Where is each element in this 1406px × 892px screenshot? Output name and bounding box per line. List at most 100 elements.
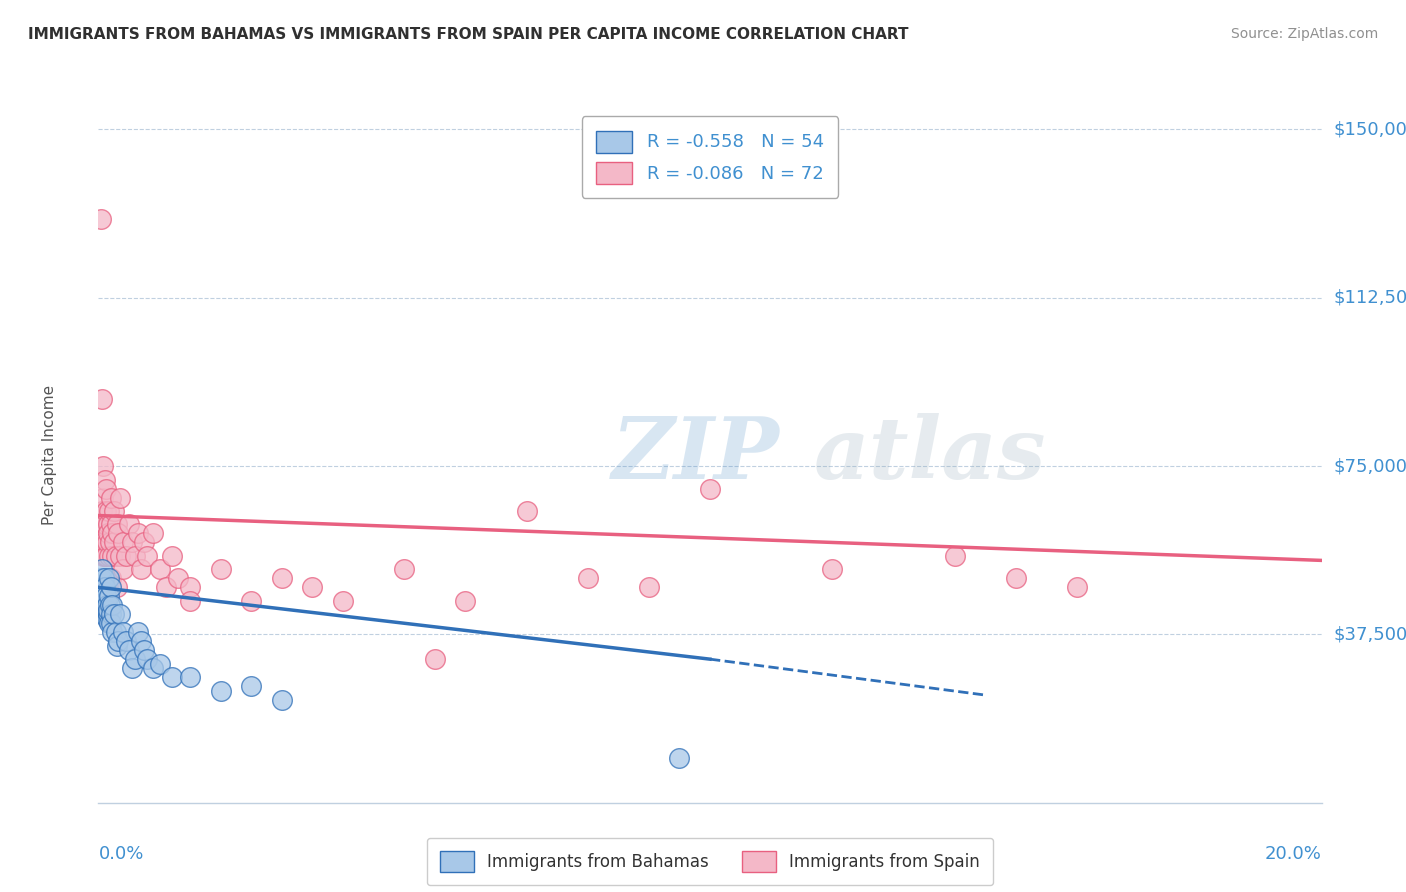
Point (115, 634, 138, 648)
Point (93, 473, 115, 487)
Legend: Immigrants from Bahamas, Immigrants from Spain: Immigrants from Bahamas, Immigrants from… (427, 838, 993, 885)
Point (240, 594, 263, 608)
Point (94, 607, 117, 622)
Point (134, 535, 156, 549)
Point (101, 549, 124, 563)
Point (100, 491, 122, 505)
Point (129, 634, 152, 648)
Point (98, 535, 121, 549)
Point (179, 594, 201, 608)
Point (124, 549, 146, 563)
Point (96, 535, 118, 549)
Point (121, 661, 143, 675)
Point (91, 590, 114, 604)
Point (90, 580, 112, 594)
Point (97, 517, 120, 532)
Point (103, 535, 125, 549)
Point (90, 590, 112, 604)
Point (576, 571, 599, 585)
Point (97, 526, 120, 541)
Point (94, 517, 117, 532)
Point (1004, 571, 1026, 585)
Point (179, 580, 201, 594)
Point (423, 652, 446, 666)
Point (149, 562, 172, 576)
Point (149, 657, 172, 671)
Point (97, 607, 120, 622)
Point (821, 562, 844, 576)
Point (97, 549, 120, 563)
Point (91, 580, 114, 594)
Point (108, 607, 131, 622)
Point (943, 549, 966, 563)
Text: $37,500: $37,500 (1334, 625, 1406, 643)
Point (100, 607, 122, 622)
Point (94, 549, 117, 563)
Point (93, 599, 115, 613)
Text: atlas: atlas (814, 413, 1046, 497)
Text: $112,500: $112,500 (1334, 289, 1406, 307)
Point (94, 580, 117, 594)
Point (136, 549, 159, 563)
Text: 0.0%: 0.0% (98, 845, 143, 863)
Point (91, 549, 114, 563)
Point (93, 535, 115, 549)
Point (270, 692, 294, 706)
Point (167, 571, 190, 585)
Point (96, 482, 118, 496)
Point (91, 459, 114, 474)
Point (127, 625, 149, 640)
Point (516, 504, 538, 518)
Point (96, 603, 118, 617)
Point (105, 517, 128, 532)
Point (121, 535, 143, 549)
Point (105, 639, 128, 653)
Point (107, 634, 129, 648)
Text: Per Capita Income: Per Capita Income (42, 384, 58, 525)
Point (97, 580, 120, 594)
Point (94, 594, 117, 608)
Point (160, 549, 183, 563)
Point (101, 526, 124, 541)
Point (91, 607, 114, 622)
Point (142, 526, 165, 541)
Point (91, 491, 114, 505)
Point (96, 612, 118, 626)
Point (103, 607, 125, 622)
Point (91, 594, 114, 608)
Point (155, 580, 177, 594)
Text: $150,000: $150,000 (1334, 120, 1406, 138)
Point (179, 670, 201, 684)
Point (209, 683, 232, 698)
Point (91, 504, 114, 518)
Point (98, 599, 121, 613)
Point (111, 535, 134, 549)
Point (98, 590, 121, 604)
Point (89, 584, 111, 599)
Point (103, 504, 125, 518)
Point (94, 504, 117, 518)
Point (209, 562, 232, 576)
Point (100, 616, 122, 631)
Point (270, 571, 294, 585)
Point (105, 580, 128, 594)
Point (454, 594, 477, 608)
Point (111, 625, 134, 640)
Point (100, 517, 122, 532)
Point (101, 625, 124, 640)
Point (96, 590, 118, 604)
Point (111, 562, 134, 576)
Point (100, 571, 122, 585)
Text: ZIP: ZIP (612, 413, 780, 497)
Point (104, 625, 127, 640)
Point (1066, 580, 1088, 594)
Point (160, 670, 183, 684)
Point (301, 580, 323, 594)
Point (91, 594, 114, 608)
Point (115, 549, 138, 563)
Point (668, 751, 690, 765)
Point (94, 599, 117, 613)
Point (118, 517, 141, 532)
Point (93, 571, 115, 585)
Point (96, 599, 118, 613)
